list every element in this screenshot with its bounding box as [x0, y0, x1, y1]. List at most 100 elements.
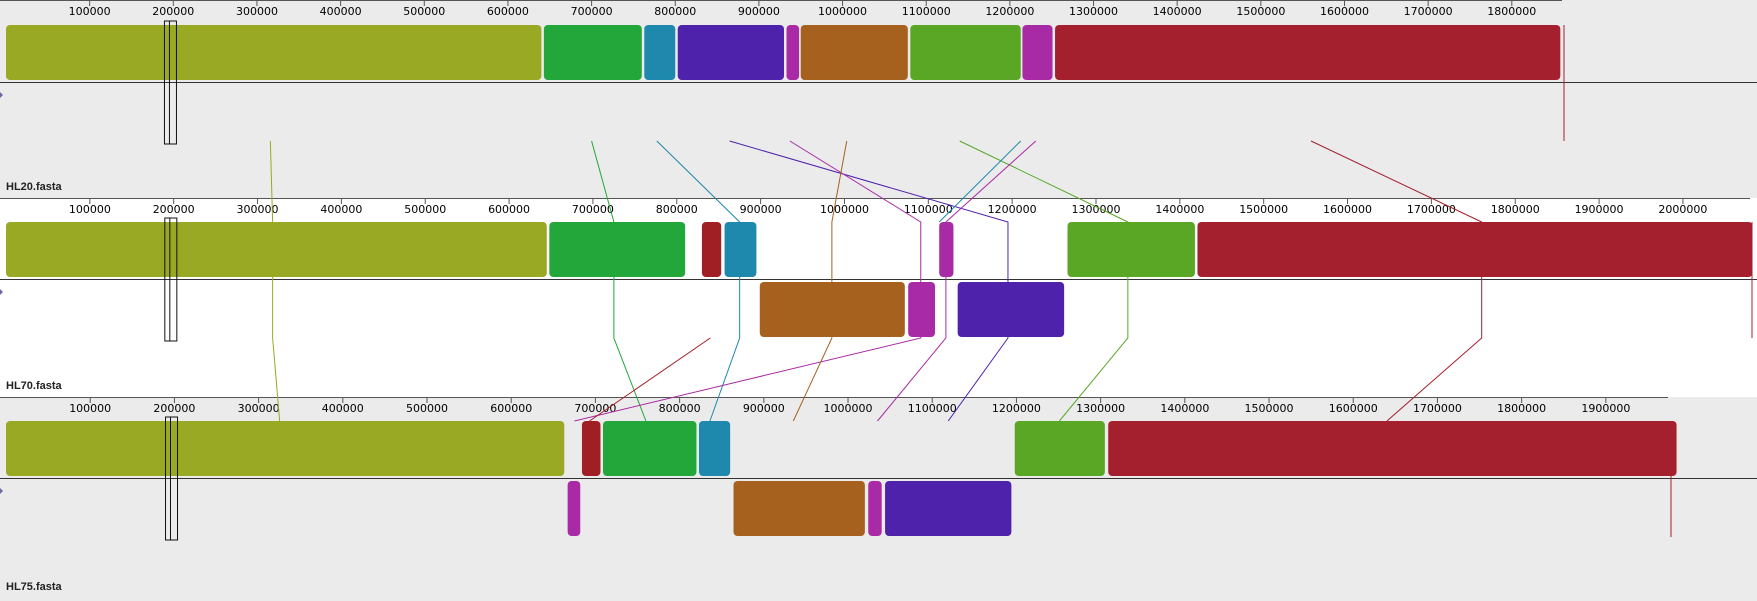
- ruler-tick-label: 1300000: [1069, 5, 1118, 18]
- ruler-tick-label: 1900000: [1581, 402, 1630, 415]
- lcb-block[interactable]: [1022, 25, 1053, 80]
- genome-name: HL70.fasta: [6, 380, 63, 392]
- ruler-tick-label: 1700000: [1404, 5, 1453, 18]
- lcb-block[interactable]: [701, 222, 722, 277]
- genome-panel[interactable]: 100000 200000 300000 400000 500000 600000 7000…: [0, 0, 1757, 198]
- lcb-block[interactable]: [885, 481, 1012, 536]
- ruler-tick-label: 1900000: [1575, 203, 1624, 216]
- ruler-tick-label: 1700000: [1407, 203, 1456, 216]
- ruler-tick-label: 400000: [320, 203, 362, 216]
- lcb-block[interactable]: [698, 421, 731, 476]
- lcb-block[interactable]: [6, 421, 565, 476]
- lcb-block[interactable]: [567, 481, 581, 536]
- collapse-arrow-icon[interactable]: [0, 488, 3, 494]
- ruler-tick-label: 800000: [656, 203, 698, 216]
- ruler-tick-label: 1000000: [818, 5, 867, 18]
- lcb-block[interactable]: [800, 25, 908, 80]
- ruler-tick-label: 300000: [237, 203, 279, 216]
- ruler-tick-label: 1100000: [904, 203, 953, 216]
- ruler-tick-label: 500000: [403, 5, 445, 18]
- ruler-tick-label: 100000: [69, 402, 111, 415]
- ruler-tick-label: 100000: [69, 203, 111, 216]
- ruler-tick-label: 1600000: [1320, 5, 1369, 18]
- lcb-block[interactable]: [1014, 421, 1105, 476]
- lcb-block[interactable]: [1055, 25, 1561, 80]
- lcb-connector-line: [1310, 140, 1483, 422]
- ruler-tick-label: 1500000: [1236, 5, 1285, 18]
- genome-panel[interactable]: 100000 200000 300000 400000 500000 600000 7000…: [0, 198, 1757, 397]
- ruler-tick-label: 500000: [404, 203, 446, 216]
- ruler-tick-label: 700000: [571, 5, 613, 18]
- lcb-connector-line: [938, 140, 1022, 223]
- lcb-block[interactable]: [1067, 222, 1195, 277]
- lcb-block[interactable]: [1108, 421, 1677, 476]
- ruler-tick-label: 700000: [572, 203, 614, 216]
- lcb-block[interactable]: [1197, 222, 1753, 277]
- ruler-tick-label: 800000: [659, 402, 701, 415]
- genome-name: HL20.fasta: [6, 181, 63, 193]
- ruler-tick-label: 900000: [743, 402, 785, 415]
- ruler-tick-label: 1400000: [1155, 203, 1204, 216]
- ruler-tick-label: 1800000: [1487, 5, 1536, 18]
- lcb-connector-line: [589, 337, 711, 422]
- lcb-block[interactable]: [908, 282, 936, 337]
- ruler-tick-label: 2000000: [1658, 203, 1707, 216]
- ruler-tick-label: 200000: [152, 5, 194, 18]
- selection-cursor[interactable]: [165, 416, 179, 541]
- collapse-arrow-icon[interactable]: [0, 289, 3, 295]
- lcb-connector-line: [269, 140, 281, 422]
- lcb-block[interactable]: [6, 222, 547, 277]
- ruler-tick-label: 1800000: [1497, 402, 1546, 415]
- ruler-tick-label: 1200000: [992, 402, 1041, 415]
- ruler-tick-label: 1200000: [988, 203, 1037, 216]
- ruler-tick-label: 600000: [490, 402, 532, 415]
- lcb-block[interactable]: [868, 481, 882, 536]
- lcb-block[interactable]: [543, 25, 642, 80]
- lcb-connector-line: [591, 140, 647, 422]
- lcb-block[interactable]: [733, 481, 865, 536]
- lcb-block[interactable]: [957, 282, 1065, 337]
- ruler-tick-label: 200000: [153, 402, 195, 415]
- ruler-tick-label: 300000: [238, 402, 280, 415]
- genome-panel[interactable]: 100000 200000 300000 400000 500000 600000 7000…: [0, 397, 1757, 598]
- lcb-block[interactable]: [549, 222, 686, 277]
- lcb-block[interactable]: [581, 421, 601, 476]
- lcb-block[interactable]: [724, 222, 757, 277]
- ruler-tick-label: 400000: [320, 5, 362, 18]
- selection-cursor[interactable]: [163, 20, 177, 145]
- ruler-tick-label: 1000000: [820, 203, 869, 216]
- ruler-tick-label: 1300000: [1076, 402, 1125, 415]
- ruler-tick-label: 900000: [738, 5, 780, 18]
- ruler-tick-label: 1400000: [1153, 5, 1202, 18]
- ruler-tick-label: 1600000: [1323, 203, 1372, 216]
- lcb-block[interactable]: [644, 25, 676, 80]
- ruler-tick-label: 800000: [654, 5, 696, 18]
- genome-name: HL75.fasta: [6, 581, 63, 593]
- lcb-block[interactable]: [786, 25, 800, 80]
- ruler-tick-label: 1000000: [824, 402, 873, 415]
- lcb-connector-line: [877, 140, 1037, 422]
- ruler-tick-label: 1400000: [1160, 402, 1209, 415]
- lcb-block[interactable]: [6, 25, 542, 80]
- ruler-tick-label: 1700000: [1413, 402, 1462, 415]
- selection-cursor[interactable]: [164, 217, 178, 342]
- lcb-block[interactable]: [677, 25, 784, 80]
- lcb-connector-line: [959, 140, 1129, 422]
- lcb-connectors: [269, 140, 1483, 422]
- ruler-tick-label: 600000: [488, 203, 530, 216]
- ruler-tick-label: 500000: [406, 402, 448, 415]
- lcb-block[interactable]: [910, 25, 1021, 80]
- ruler-tick-label: 600000: [487, 5, 529, 18]
- lcb-connector-line: [729, 140, 1009, 422]
- ruler-tick-label: 1800000: [1491, 203, 1540, 216]
- ruler-tick-label: 1600000: [1329, 402, 1378, 415]
- ruler-tick-label: 900000: [740, 203, 782, 216]
- ruler-tick-label: 700000: [574, 402, 616, 415]
- collapse-arrow-icon[interactable]: [0, 92, 3, 98]
- lcb-block[interactable]: [602, 421, 697, 476]
- ruler-tick-label: 300000: [236, 5, 278, 18]
- lcb-connector-line: [656, 140, 741, 422]
- ruler-tick-label: 200000: [153, 203, 195, 216]
